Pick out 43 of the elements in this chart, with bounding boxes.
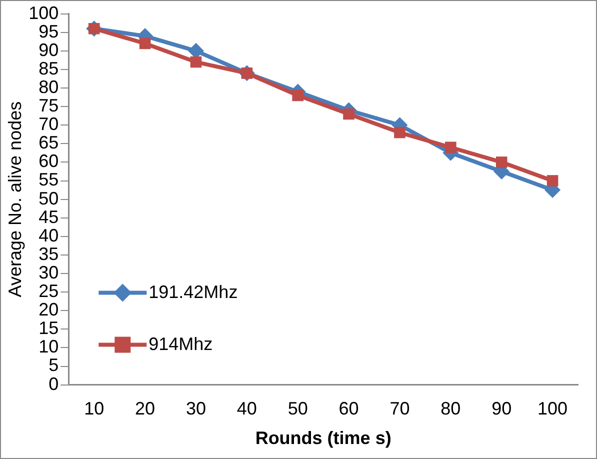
y-tick-label: 35 — [38, 244, 59, 264]
x-tick-label: 50 — [288, 398, 308, 419]
y-tick-label: 45 — [38, 206, 59, 227]
y-tick-label: 95 — [38, 21, 59, 42]
x-tick-label: 20 — [135, 398, 156, 419]
y-tick-label: 50 — [38, 188, 59, 208]
x-tick-label: 100 — [538, 398, 568, 419]
point — [292, 90, 304, 102]
y-tick-label: 0 — [48, 374, 59, 394]
y-tick-label: 10 — [38, 336, 59, 357]
y-tick-label: 65 — [38, 132, 59, 153]
y-axis-title: Average No. alive nodes — [4, 101, 25, 298]
legend-label: 191.42Mhz — [148, 282, 238, 302]
point — [190, 56, 202, 68]
y-tick-label: 80 — [38, 76, 59, 97]
point — [496, 156, 508, 168]
y-tick-label: 55 — [38, 170, 59, 190]
y-tick-label: 30 — [38, 262, 59, 282]
point — [546, 175, 558, 186]
point — [445, 142, 456, 154]
y-tick-label: 15 — [38, 318, 59, 338]
x-tick-label: 90 — [492, 398, 512, 419]
legend-label: 914Mhz — [148, 334, 213, 354]
y-tick-label: 75 — [38, 96, 59, 116]
y-tick-label: 70 — [38, 114, 59, 134]
point — [343, 108, 354, 120]
y-tick-label: 60 — [38, 151, 59, 172]
point — [139, 38, 151, 50]
y-tick-label: 100 — [28, 2, 59, 23]
y-tick-label: 5 — [48, 355, 59, 376]
y-tick-label: 40 — [38, 225, 59, 246]
y-tick-label: 90 — [38, 40, 59, 60]
y-tick-label: 25 — [38, 281, 59, 302]
x-axis-title: Rounds (time s) — [255, 428, 392, 448]
x-tick-label: 40 — [236, 398, 257, 419]
x-tick-label: 70 — [390, 398, 410, 419]
x-tick-label: 80 — [440, 398, 461, 419]
y-tick-label: 85 — [38, 58, 59, 78]
y-tick-label: 20 — [38, 300, 59, 320]
x-tick-label: 60 — [338, 398, 359, 419]
x-tick-label: 10 — [84, 398, 104, 419]
point — [394, 126, 406, 138]
x-tick-label: 30 — [186, 398, 206, 419]
